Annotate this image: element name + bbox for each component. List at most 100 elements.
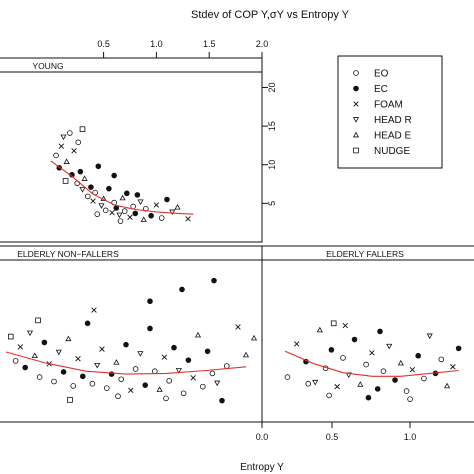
panel-0-point-2 <box>58 143 65 149</box>
legend-marker-1 <box>353 85 359 92</box>
y-tick-label-right-0: 5 <box>267 201 277 206</box>
panel-nonfallers-frame <box>0 245 263 423</box>
panel-1-point-36 <box>180 390 187 397</box>
panel-0-point-36 <box>158 215 165 221</box>
legend-label-0: EO <box>374 69 389 80</box>
panel-1-point-1 <box>12 358 19 364</box>
panel-1-point-48 <box>147 298 153 305</box>
panel-2-point-19 <box>403 388 410 394</box>
panel-0-point-12 <box>84 193 91 200</box>
legend-marker-2 <box>353 101 359 107</box>
panel-1-point-23 <box>118 376 124 383</box>
panel-0-point-42 <box>62 178 69 184</box>
y-tick-label-right-3: 20 <box>267 82 277 92</box>
panel-2-point-11 <box>357 381 364 387</box>
panel-1-point-28 <box>142 382 149 388</box>
panel-2-point-32 <box>326 392 332 399</box>
panel-0-point-14 <box>90 198 96 204</box>
legend-label-3: HEAD R <box>374 115 412 126</box>
legend-label-5: NUDGE <box>374 146 410 157</box>
panel-fallers-label: ELDERLY FALLERS <box>326 249 404 259</box>
panel-2-point-14 <box>374 386 381 392</box>
panel-0-point-5 <box>67 130 73 136</box>
panel-1-point-20 <box>104 385 110 391</box>
panel-2-point-27 <box>450 364 456 370</box>
panel-1-point-0 <box>7 333 14 340</box>
panel-1-point-15 <box>80 373 86 380</box>
panel-1-point-47 <box>250 334 258 341</box>
panel-1-point-6 <box>36 374 43 380</box>
panel-0-point-3 <box>60 134 67 141</box>
panel-1-point-51 <box>91 307 97 313</box>
panel-0-point-0 <box>53 152 59 159</box>
panel-0-point-31 <box>137 199 144 206</box>
x-tick-label-top-0: 0.5 <box>97 39 110 49</box>
panel-1-point-49 <box>179 286 185 293</box>
x-tick-label-top-1: 1.0 <box>150 39 163 49</box>
panel-1-point-46 <box>242 351 250 358</box>
panel-0-point-37 <box>164 196 170 203</box>
panel-1-point-29 <box>147 325 153 332</box>
panel-1-point-31 <box>156 386 163 392</box>
panel-2-point-34 <box>407 396 413 402</box>
panel-0-point-28 <box>127 214 133 220</box>
panel-2-point-22 <box>421 375 427 382</box>
x-tick-label-bottom-0: 0.0 <box>256 432 269 442</box>
legend-marker-5 <box>353 147 359 154</box>
panel-0-point-21 <box>109 209 115 216</box>
x-tick-label-top-2: 1.5 <box>203 39 216 49</box>
legend-marker-3 <box>352 117 360 123</box>
panel-1-point-52 <box>35 317 41 324</box>
panel-2-point-21 <box>415 352 421 359</box>
panel-young-strip <box>0 57 263 73</box>
x-tick-label-top-3: 2.0 <box>256 39 269 49</box>
panel-0-point-30 <box>132 210 139 217</box>
panel-young-label: YOUNG <box>32 61 63 71</box>
panel-fallers-strip <box>261 245 474 261</box>
x-tick-label-bottom-1: 0.5 <box>326 432 339 442</box>
panel-1-point-14 <box>75 355 81 362</box>
panel-0-point-35 <box>153 202 160 208</box>
panel-1-point-5 <box>31 352 38 359</box>
y-tick-label-right-2: 15 <box>267 121 277 131</box>
panel-0-point-41 <box>79 126 86 132</box>
panel-0-point-38 <box>169 209 176 216</box>
panel-1-point-45 <box>235 324 241 330</box>
chart-title: Stdev of COP Y,σY vs Entropy Y <box>191 9 350 21</box>
panel-fallers: ELDERLY FALLERS <box>261 245 474 423</box>
panel-0-point-34 <box>148 212 154 219</box>
panel-0-point-23 <box>113 205 120 211</box>
panel-1-point-9 <box>51 378 57 385</box>
panel-0-point-39 <box>174 204 181 210</box>
panel-1-point-4 <box>26 330 34 337</box>
panel-0-point-16 <box>95 163 102 170</box>
panel-1-point-43 <box>214 380 221 387</box>
panel-2-point-16 <box>386 343 393 350</box>
panel-0-point-40 <box>185 216 191 222</box>
panel-0-point-46 <box>94 211 101 217</box>
panel-1-point-12 <box>65 335 72 342</box>
panel-0-point-19 <box>102 207 109 214</box>
y-tick-label-right-1: 10 <box>267 160 277 170</box>
panel-0-point-47 <box>117 218 124 224</box>
panel-1-point-44 <box>224 363 230 369</box>
panel-1-point-11 <box>60 369 67 375</box>
panel-0-point-13 <box>88 184 94 190</box>
panel-1-point-35 <box>175 368 182 374</box>
panel-0-point-17 <box>98 203 105 209</box>
panel-2-point-30 <box>330 320 337 327</box>
panel-young-frame <box>0 57 263 243</box>
x-axis-label: Entropy Y <box>240 462 284 473</box>
panel-2-point-12 <box>363 361 369 368</box>
panel-0-point-9 <box>77 168 84 175</box>
panel-2-point-6 <box>328 347 335 353</box>
panel-nonfallers-label: ELDERLY NON−FALLERS <box>17 249 119 259</box>
panel-0-point-25 <box>119 194 126 201</box>
panel-1-point-53 <box>115 393 121 400</box>
panel-2-point-23 <box>426 333 433 340</box>
panel-0-point-45 <box>75 139 82 146</box>
panel-1-point-50 <box>211 277 217 284</box>
panel-2-point-7 <box>334 383 340 390</box>
panel-1-point-10 <box>55 349 62 356</box>
